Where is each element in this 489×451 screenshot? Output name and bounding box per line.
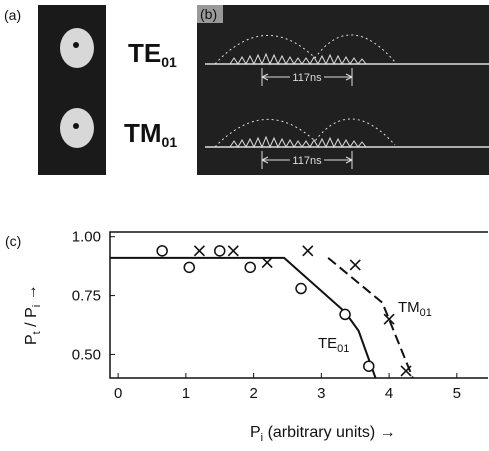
scope-image <box>197 5 489 175</box>
mode-center <box>73 42 79 48</box>
x-tick-label: 5 <box>453 385 461 402</box>
data-point <box>384 314 394 324</box>
figure: (a) TE01 TM01 (b) 117ns 117ns (c) 012345… <box>0 0 489 451</box>
mode-center <box>73 123 79 129</box>
x-tick-label: 0 <box>114 385 122 402</box>
mode-main: TE <box>128 38 161 68</box>
panel-label: (a) <box>4 7 21 23</box>
data-point <box>245 262 255 272</box>
series-label: TE01 <box>318 335 349 355</box>
label-text: TM <box>398 299 420 316</box>
data-point <box>215 246 225 256</box>
data-point <box>296 284 306 294</box>
delay-label: 117ns <box>292 72 322 84</box>
label-text: → <box>23 284 40 304</box>
x-tick-label: 2 <box>249 385 257 402</box>
data-point <box>184 262 194 272</box>
data-point <box>350 260 360 270</box>
mode-label: TE01 <box>128 38 177 70</box>
data-point <box>262 258 272 268</box>
mode-sub: 01 <box>161 54 177 70</box>
data-point <box>194 246 204 256</box>
label-text: TE <box>318 335 337 352</box>
x-tick-label: 1 <box>182 385 190 402</box>
y-tick-label: 0.75 <box>72 288 101 305</box>
panel-label: (b) <box>200 6 217 22</box>
delay-label: 117ns <box>292 155 322 167</box>
mode-spot <box>60 28 94 68</box>
label-text: / P <box>23 307 40 331</box>
y-tick-label: 0.50 <box>72 346 101 363</box>
x-tick-label: 4 <box>385 385 393 402</box>
y-axis-title: Pt / Pi → <box>23 284 43 345</box>
data-point <box>340 309 350 319</box>
mode-label: TM01 <box>124 118 177 150</box>
label-text: P <box>23 334 40 345</box>
fit-line <box>110 258 376 378</box>
subscript: 01 <box>337 343 349 355</box>
y-tick-label: 1.00 <box>72 229 101 246</box>
mode-main: TM <box>124 118 162 148</box>
mode-sub: 01 <box>162 134 178 150</box>
panel-label: (c) <box>5 233 21 249</box>
data-point <box>364 361 374 371</box>
subscript: 01 <box>420 307 432 319</box>
x-tick-label: 3 <box>317 385 325 402</box>
label-text: P <box>250 424 261 441</box>
data-point <box>157 246 167 256</box>
data-point <box>228 246 238 256</box>
label-text: (arbitrary units) → <box>263 424 395 441</box>
x-axis-title: Pi (arbitrary units) → <box>250 424 396 444</box>
series-label: TM01 <box>398 299 432 319</box>
data-point <box>303 246 313 256</box>
